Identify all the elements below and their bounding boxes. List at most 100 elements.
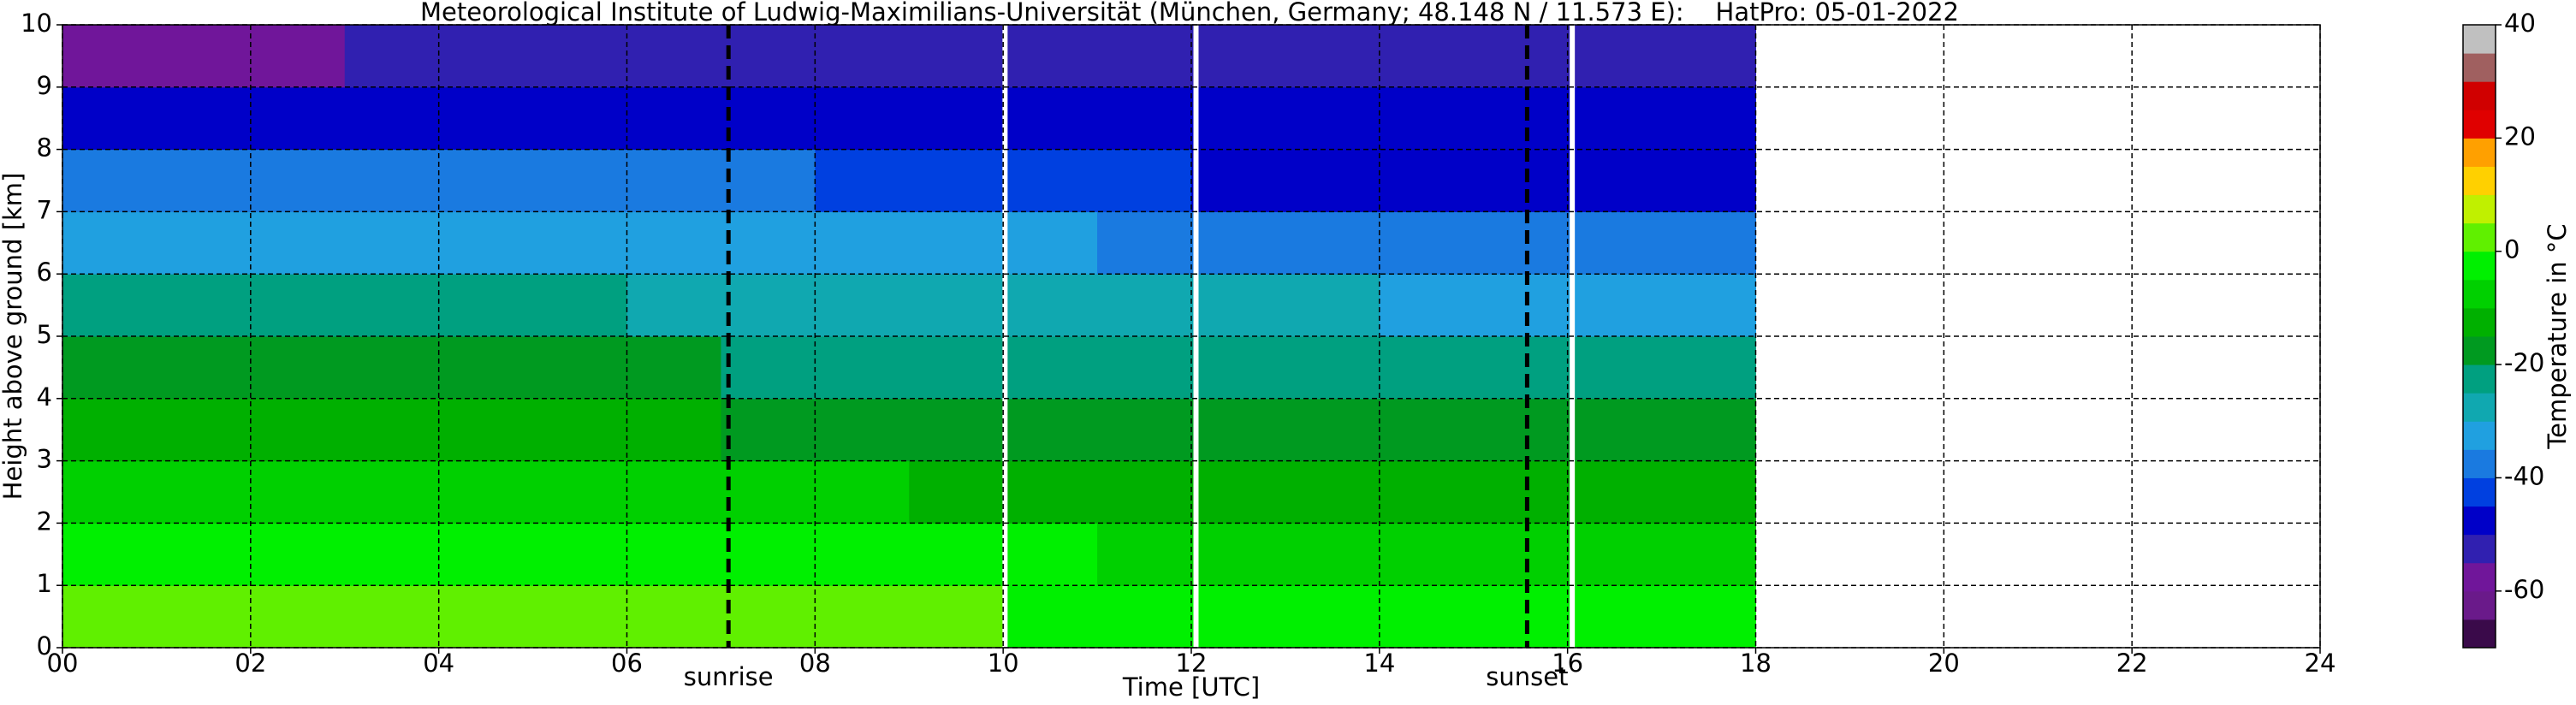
heatmap-cell	[1097, 585, 1192, 649]
y-tick-label: 0	[37, 631, 52, 661]
heatmap-cell	[1661, 211, 1756, 275]
x-axis-label: Time [UTC]	[1122, 672, 1260, 702]
heatmap-cell	[721, 86, 816, 151]
y-tick-label: 9	[37, 71, 52, 100]
heatmap-cell	[1567, 336, 1663, 400]
colorbar-segment	[2463, 364, 2496, 394]
heatmap-cell	[1003, 523, 1098, 586]
heatmap-cell	[626, 523, 721, 586]
heatmap-cell	[1661, 149, 1756, 212]
heatmap-cell	[1567, 523, 1663, 586]
heatmap-cell	[1003, 460, 1098, 524]
heatmap-cell	[156, 336, 252, 400]
heatmap-cell	[1003, 25, 1098, 88]
heatmap-cell	[1567, 398, 1663, 462]
heatmap-cell	[156, 25, 252, 88]
heatmap-cell	[1003, 211, 1098, 275]
heatmap-cell	[815, 86, 910, 151]
colorbar-segment	[2463, 449, 2496, 478]
heatmap-cell	[1191, 398, 1286, 462]
heatmap-cell	[344, 274, 440, 337]
heatmap-cell	[1191, 460, 1286, 524]
x-tick-label: 20	[1928, 649, 1960, 678]
heatmap-cell	[344, 523, 440, 586]
heatmap-cell	[1473, 585, 1569, 649]
heatmap-cell	[1097, 336, 1192, 400]
heatmap-cell	[344, 149, 440, 212]
heatmap-cell	[1379, 398, 1475, 462]
colorbar-segment	[2463, 506, 2496, 536]
colorbar-segment	[2463, 477, 2496, 507]
heatmap-cell	[250, 336, 346, 400]
heatmap-cell	[721, 149, 816, 212]
heatmap-cell	[532, 523, 627, 586]
heatmap-cell	[62, 523, 157, 586]
heatmap-cell	[1379, 149, 1475, 212]
heatmap-cell	[1473, 336, 1569, 400]
heatmap-cell	[438, 211, 534, 275]
heatmap-cell	[909, 25, 1004, 88]
y-tick-label: 8	[37, 133, 52, 163]
heatmap-cell	[438, 86, 534, 151]
heatmap-cell	[1191, 274, 1286, 337]
heatmap-cell	[909, 398, 1004, 462]
heatmap-cell	[721, 25, 816, 88]
y-axis-label: Height above ground [km]	[0, 173, 27, 501]
annotation-label: sunrise	[684, 662, 774, 691]
heatmap-cell	[532, 398, 627, 462]
colorbar-segment	[2463, 25, 2496, 54]
heatmap-cell	[1661, 336, 1756, 400]
heatmap-cell	[250, 460, 346, 524]
heatmap-cell	[156, 274, 252, 337]
heatmap-cell	[438, 460, 534, 524]
heatmap-cell	[815, 274, 910, 337]
heatmap-cell	[1379, 25, 1475, 88]
heatmap-cell	[1191, 211, 1286, 275]
heatmap-cell	[1285, 523, 1380, 586]
heatmap-cell	[532, 25, 627, 88]
heatmap-cell	[532, 336, 627, 400]
colorbar-label: Temperature in °C	[2543, 223, 2572, 449]
heatmap-cell	[626, 274, 721, 337]
heatmap-cell	[815, 211, 910, 275]
heatmap-cell	[1567, 25, 1663, 88]
heatmap-cell	[250, 149, 346, 212]
heatmap-cell	[438, 149, 534, 212]
colorbar-segment	[2463, 393, 2496, 422]
heatmap-cell	[1285, 585, 1380, 649]
colorbar-segment	[2463, 251, 2496, 281]
colorbar-segment	[2463, 534, 2496, 564]
heatmap-cell	[532, 585, 627, 649]
colorbar-tick-label: 40	[2504, 9, 2536, 38]
heatmap-cell	[438, 398, 534, 462]
heatmap-cell	[438, 585, 534, 649]
heatmap-cell	[815, 336, 910, 400]
heatmap-cell	[721, 585, 816, 649]
plot-frame	[62, 24, 2321, 649]
heatmap-cell	[1473, 523, 1569, 586]
heatmap-cell	[1567, 86, 1663, 151]
heatmap-cell	[1473, 25, 1569, 88]
heatmap-cell	[626, 149, 721, 212]
heatmap-cell	[815, 585, 910, 649]
y-tick-label: 4	[37, 382, 52, 412]
heatmap-cell	[156, 460, 252, 524]
x-tick-label: 24	[2305, 649, 2336, 678]
heatmap-cell	[721, 274, 816, 337]
heatmap-cell	[1473, 274, 1569, 337]
y-tick-label: 10	[21, 9, 52, 38]
heatmap-cell	[156, 585, 252, 649]
colorbar-tick-label: -40	[2504, 461, 2544, 490]
heatmap-cell	[250, 523, 346, 586]
heatmap-cell	[156, 211, 252, 275]
heatmap-cell	[721, 336, 816, 400]
colorbar-segment	[2463, 166, 2496, 196]
heatmap-cell	[1003, 274, 1098, 337]
heatmap-cell	[721, 398, 816, 462]
heatmap-cell	[156, 398, 252, 462]
x-tick-label: 02	[234, 649, 266, 678]
heatmap-cell	[1097, 149, 1192, 212]
heatmap-cell	[1473, 398, 1569, 462]
colorbar-tick-label: -20	[2504, 348, 2544, 377]
